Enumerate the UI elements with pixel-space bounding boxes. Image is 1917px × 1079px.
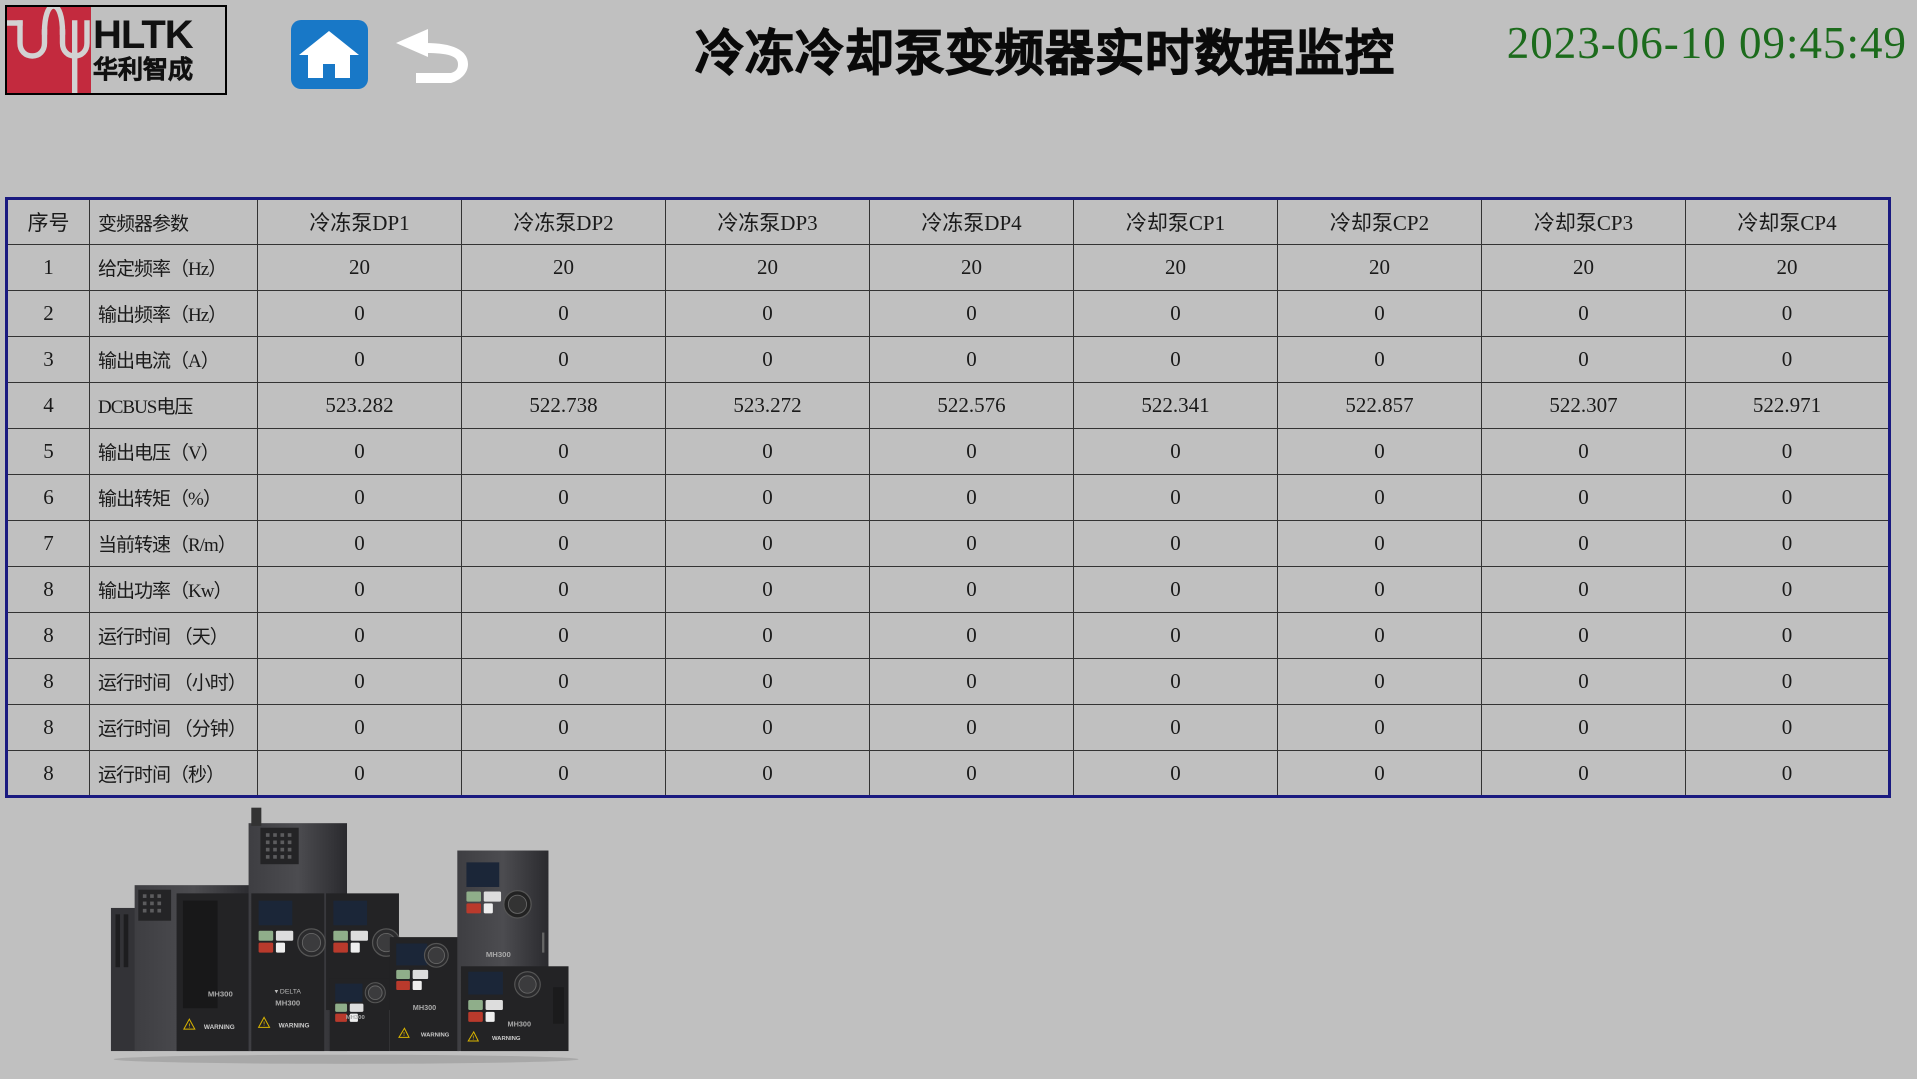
svg-text:!: ! — [403, 1032, 405, 1038]
svg-text:WARNING: WARNING — [279, 1022, 310, 1029]
svg-text:WARNING: WARNING — [204, 1024, 235, 1031]
svg-text:MH300: MH300 — [486, 950, 511, 959]
svg-text:MH300: MH300 — [413, 1003, 436, 1012]
svg-text:MH300: MH300 — [508, 1019, 531, 1028]
svg-text:MH300: MH300 — [275, 998, 300, 1007]
svg-text:▾ DELTA: ▾ DELTA — [275, 989, 302, 996]
svg-text:WARNING: WARNING — [421, 1032, 450, 1038]
svg-text:WARNING: WARNING — [492, 1036, 521, 1042]
svg-text:!: ! — [188, 1023, 190, 1029]
svg-text:MH300: MH300 — [208, 989, 233, 998]
svg-text:!: ! — [263, 1022, 265, 1028]
svg-text:!: ! — [472, 1036, 474, 1042]
svg-text:MH300: MH300 — [346, 1015, 366, 1021]
